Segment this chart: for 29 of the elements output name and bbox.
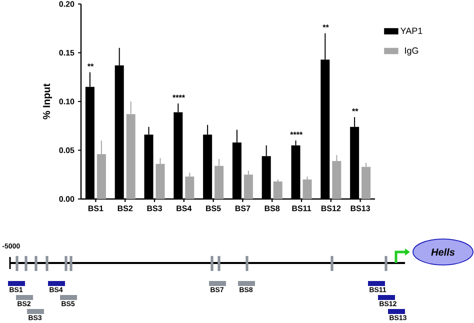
bar xyxy=(302,179,312,199)
y-tick-label: 0.05 xyxy=(59,147,74,154)
y-tick-label: 0.00 xyxy=(59,196,74,202)
x-tick-label: BS11 xyxy=(292,206,312,212)
bar xyxy=(185,176,194,199)
bar xyxy=(362,166,371,199)
annotation: **** xyxy=(172,94,185,98)
legend-label: YAP1 xyxy=(400,28,422,34)
x-tick-label: BS7 xyxy=(235,206,250,212)
x-tick-label: BS2 xyxy=(118,206,133,212)
x-tick-label: BS4 xyxy=(176,206,192,212)
x-tick-label: BS5 xyxy=(206,206,221,212)
x-tick-label: BS8 xyxy=(264,206,280,212)
x-tick-label: BS3 xyxy=(147,206,162,212)
y-tick-label: 0.20 xyxy=(59,1,74,7)
text: Hells xyxy=(431,248,455,256)
annotation: ** xyxy=(87,64,94,67)
y-tick-label: 0.10 xyxy=(59,98,74,104)
y-axis-title: % Input xyxy=(43,84,52,120)
x-tick-label: BS13 xyxy=(350,206,370,212)
bar xyxy=(244,174,253,199)
annotation: **** xyxy=(290,132,303,135)
x-tick-label: BS1 xyxy=(88,206,104,212)
annotation: ** xyxy=(322,24,329,28)
bar xyxy=(273,181,282,199)
y-tick-label: 0.15 xyxy=(59,50,74,56)
legend-label: IgG xyxy=(405,47,418,56)
x-tick-label: BS12 xyxy=(321,206,341,212)
annotation: ** xyxy=(352,108,358,112)
